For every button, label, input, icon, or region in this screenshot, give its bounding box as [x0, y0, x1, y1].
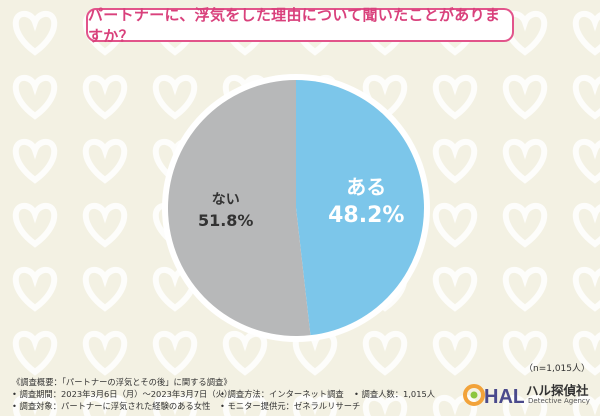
logo-name: ハル探偵社	[526, 383, 589, 398]
survey-method: • 調査方法：インターネット調査	[220, 389, 344, 399]
slice-value-label: 51.8%	[198, 211, 254, 230]
survey-count: • 調査人数：1,015人	[354, 389, 436, 399]
hal-logo: HAL ハル探偵社 Detective Agency	[462, 378, 592, 410]
survey-period: • 調査期間：2023年3月6日（月）～2023年3月7日（火）	[12, 389, 233, 399]
slice-category-label: ない	[212, 192, 240, 208]
slice-category-label: ある	[346, 175, 386, 199]
survey-provider: • モニター提供元：ゼネラルリサーチ	[220, 401, 361, 411]
sample-size-note: （n=1,015人）	[523, 364, 590, 374]
logo-subtitle: Detective Agency	[528, 397, 590, 405]
survey-target: • 調査対象：パートナーに浮気された経験のある女性	[12, 401, 211, 411]
question-title: パートナーに、浮気をした理由について聞いたことがありますか？	[86, 6, 514, 45]
survey-overview: 《調査概要：「パートナーの浮気とその後」に関する調査》	[12, 377, 232, 387]
pie-slice-aru	[296, 80, 425, 336]
hal-logo-text: HAL	[484, 386, 524, 408]
survey-footer: 《調査概要：「パートナーの浮気とその後」に関する調査》 • 調査期間：2023年…	[12, 376, 452, 412]
slice-value-label: 48.2%	[328, 203, 404, 228]
hal-logo-mark: HAL	[463, 384, 524, 408]
pie-slice-nai	[168, 80, 311, 336]
